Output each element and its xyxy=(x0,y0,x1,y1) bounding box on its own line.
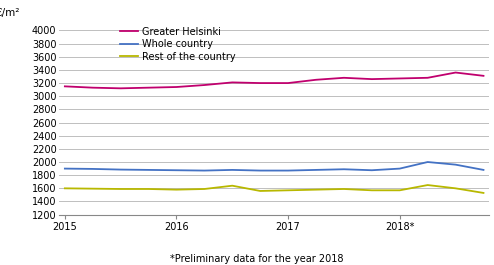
Rest of the country xyxy=(202,187,207,191)
Whole country xyxy=(397,167,403,170)
Greater Helsinki xyxy=(341,76,347,80)
Whole country xyxy=(229,168,235,171)
Rest of the country xyxy=(257,189,263,193)
Whole country xyxy=(257,169,263,172)
Greater Helsinki xyxy=(257,81,263,85)
Line: Greater Helsinki: Greater Helsinki xyxy=(65,73,484,88)
Rest of the country xyxy=(313,188,319,191)
Whole country xyxy=(90,167,96,170)
Whole country xyxy=(146,168,152,171)
Text: *Preliminary data for the year 2018: *Preliminary data for the year 2018 xyxy=(170,254,344,264)
Legend: Greater Helsinki, Whole country, Rest of the country: Greater Helsinki, Whole country, Rest of… xyxy=(120,27,236,62)
Greater Helsinki xyxy=(173,85,179,89)
Rest of the country xyxy=(369,189,375,192)
Greater Helsinki xyxy=(202,83,207,87)
Y-axis label: €/m²: €/m² xyxy=(0,8,20,18)
Greater Helsinki xyxy=(453,71,458,74)
Whole country xyxy=(118,168,124,171)
Greater Helsinki xyxy=(229,81,235,84)
Rest of the country xyxy=(146,187,152,191)
Rest of the country xyxy=(118,187,124,191)
Whole country xyxy=(369,169,375,172)
Greater Helsinki xyxy=(397,77,403,80)
Whole country xyxy=(425,160,431,164)
Whole country xyxy=(62,167,68,170)
Whole country xyxy=(341,168,347,171)
Rest of the country xyxy=(285,189,291,192)
Greater Helsinki xyxy=(425,76,431,80)
Whole country xyxy=(285,169,291,172)
Greater Helsinki xyxy=(118,87,124,90)
Line: Whole country: Whole country xyxy=(65,162,484,171)
Whole country xyxy=(173,169,179,172)
Greater Helsinki xyxy=(313,78,319,81)
Rest of the country xyxy=(341,187,347,191)
Whole country xyxy=(202,169,207,172)
Greater Helsinki xyxy=(285,81,291,85)
Rest of the country xyxy=(453,187,458,190)
Rest of the country xyxy=(229,184,235,187)
Rest of the country xyxy=(173,188,179,191)
Greater Helsinki xyxy=(481,74,487,77)
Rest of the country xyxy=(425,183,431,187)
Greater Helsinki xyxy=(62,85,68,88)
Rest of the country xyxy=(397,189,403,192)
Rest of the country xyxy=(62,187,68,190)
Rest of the country xyxy=(481,191,487,195)
Whole country xyxy=(481,168,487,171)
Whole country xyxy=(453,163,458,166)
Line: Rest of the country: Rest of the country xyxy=(65,185,484,193)
Rest of the country xyxy=(90,187,96,190)
Whole country xyxy=(313,168,319,171)
Greater Helsinki xyxy=(146,86,152,89)
Greater Helsinki xyxy=(369,78,375,81)
Greater Helsinki xyxy=(90,86,96,89)
